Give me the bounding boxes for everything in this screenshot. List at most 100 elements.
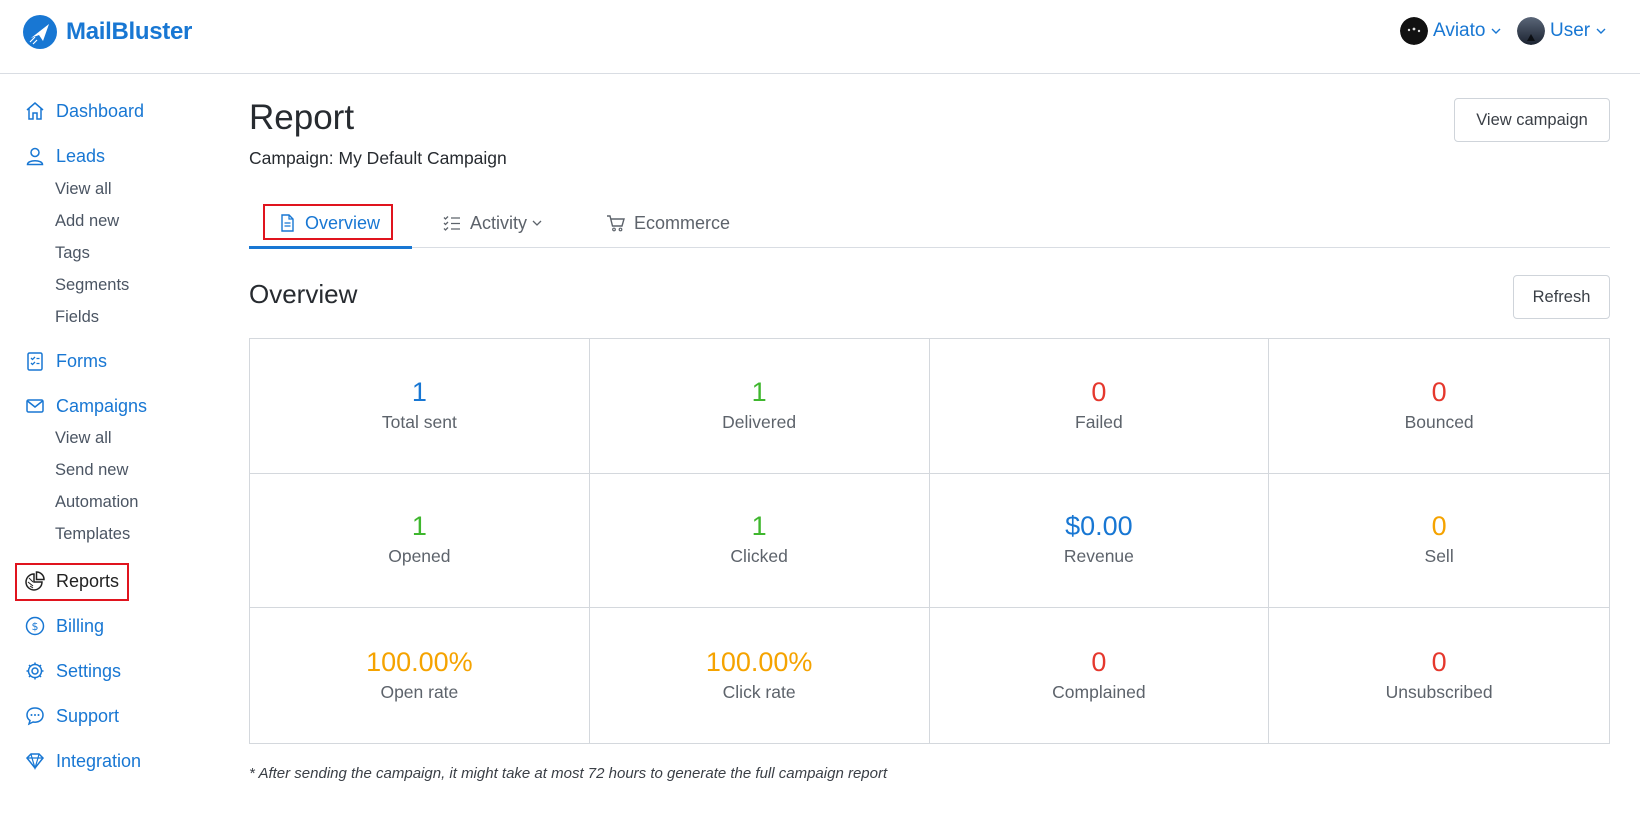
workspace-label: Aviato: [1433, 20, 1486, 41]
user-label: User: [1550, 20, 1591, 41]
stat-card: 0 Bounced: [1269, 339, 1609, 474]
section-title: Overview: [249, 279, 358, 309]
stat-value: 0: [1431, 511, 1447, 542]
sidebar-subitem-campaigns-send-new[interactable]: Send new: [55, 461, 129, 479]
stat-label: Unsubscribed: [1385, 681, 1493, 702]
top-bar: MailBluster Aviato User: [0, 0, 1640, 74]
cart-icon: [607, 215, 625, 232]
stat-label: Total sent: [381, 411, 457, 432]
logo-icon: [23, 15, 57, 49]
view-campaign-button[interactable]: View campaign: [1454, 98, 1610, 142]
chevron-down-icon: [532, 220, 542, 226]
sidebar: Dashboard Leads View all Add new Tags Se…: [0, 74, 240, 815]
sidebar-subitem-leads-tags[interactable]: Tags: [55, 244, 90, 262]
stat-value: 0: [1431, 646, 1447, 677]
refresh-button[interactable]: Refresh: [1513, 275, 1610, 319]
stat-label: Bounced: [1404, 411, 1474, 432]
tab-label: Ecommerce: [634, 212, 731, 233]
workspace-avatar-icon: [1400, 17, 1428, 45]
chevron-down-icon: [1491, 28, 1501, 34]
sidebar-subitem-leads-view-all[interactable]: View all: [55, 180, 112, 198]
stat-card: $0.00 Revenue: [929, 473, 1270, 609]
document-icon: [281, 214, 294, 232]
stat-label: Failed: [1075, 411, 1123, 432]
sidebar-item-integration[interactable]: Integration: [24, 750, 141, 772]
sidebar-item-label: Dashboard: [56, 100, 145, 121]
sidebar-item-label: Billing: [56, 615, 105, 636]
chat-icon: [26, 707, 44, 726]
stat-card: 0 Unsubscribed: [1269, 608, 1609, 743]
stat-label: Open rate: [380, 681, 459, 702]
stat-card: 1 Delivered: [589, 339, 930, 474]
checklist-icon: [443, 216, 460, 231]
sidebar-subitem-campaigns-automation[interactable]: Automation: [55, 493, 139, 511]
report-tabs: Overview Activity Ecommerce: [249, 198, 1610, 249]
stats-grid: 1 Total sent 1 Delivered 0 Failed 0 Bounced 1 Ope…: [249, 338, 1610, 744]
sidebar-item-label: Reports: [56, 570, 120, 591]
sidebar-subitem-leads-fields[interactable]: Fields: [55, 308, 100, 326]
stat-card: 100.00% Open rate: [250, 608, 590, 743]
stat-label: Clicked: [730, 546, 788, 567]
pie-chart-icon: [25, 571, 45, 591]
tab-ecommerce[interactable]: Ecommerce: [606, 198, 730, 248]
stat-value: 100.00%: [705, 646, 813, 677]
workspace-menu[interactable]: Aviato: [1400, 17, 1502, 45]
stat-value: 1: [411, 376, 427, 407]
sidebar-item-billing[interactable]: $ Billing: [24, 615, 104, 637]
sidebar-subitem-leads-add-new[interactable]: Add new: [55, 212, 120, 230]
overview-highlight-box: [263, 204, 393, 240]
stat-label: Opened: [388, 546, 451, 567]
user-menu[interactable]: User: [1517, 17, 1607, 45]
diamond-icon: [25, 753, 45, 771]
sidebar-item-settings[interactable]: Settings: [24, 660, 121, 682]
sidebar-subitem-leads-segments[interactable]: Segments: [55, 276, 130, 294]
stat-card: 1 Clicked: [589, 473, 930, 609]
stat-card: 0 Complained: [930, 608, 1270, 743]
campaign-name: Campaign: My Default Campaign: [249, 148, 507, 168]
app-logo[interactable]: MailBluster: [22, 14, 192, 50]
active-tab-indicator: [249, 246, 412, 249]
chevron-down-icon: [1596, 28, 1606, 34]
stat-card: 0 Sell: [1269, 474, 1609, 609]
tab-activity[interactable]: Activity: [442, 198, 543, 248]
report-footnote: * After sending the campaign, it might t…: [249, 765, 888, 782]
stat-value: 100.00%: [366, 646, 473, 677]
user-icon: [26, 147, 44, 166]
sidebar-subitem-campaigns-view-all[interactable]: View all: [55, 429, 112, 447]
app-name: MailBluster: [66, 18, 193, 45]
sidebar-item-label: Support: [56, 705, 120, 726]
stat-value: 0: [1091, 646, 1107, 677]
tab-overview[interactable]: Overview: [277, 198, 380, 248]
sidebar-item-label: Forms: [56, 350, 107, 371]
sidebar-item-label: Integration: [56, 750, 142, 771]
stat-label: Complained: [1052, 681, 1146, 702]
tab-label: Overview: [305, 212, 381, 233]
stat-label: Sell: [1424, 546, 1454, 567]
sidebar-subitem-campaigns-templates[interactable]: Templates: [55, 525, 131, 543]
sidebar-item-label: Settings: [56, 660, 122, 681]
sidebar-item-label: Campaigns: [56, 395, 148, 416]
sidebar-item-leads[interactable]: Leads: [24, 145, 105, 167]
stat-card: 0 Failed: [929, 339, 1270, 474]
sidebar-item-forms[interactable]: Forms: [24, 350, 107, 372]
dollar-icon: $: [25, 616, 45, 636]
stat-value: 1: [411, 511, 427, 542]
gear-icon: [26, 662, 44, 680]
stat-card: 1 Total sent: [250, 339, 590, 474]
stat-card: 100.00% Click rate: [590, 608, 930, 743]
sidebar-item-label: Leads: [56, 145, 106, 166]
stat-label: Delivered: [722, 411, 797, 432]
stat-label: Click rate: [722, 681, 796, 702]
tab-label: Activity: [470, 212, 528, 233]
sidebar-item-support[interactable]: Support: [24, 705, 119, 727]
stat-value: $0.00: [1065, 511, 1133, 542]
sidebar-item-dashboard[interactable]: Dashboard: [24, 100, 144, 122]
sidebar-item-campaigns[interactable]: Campaigns: [24, 395, 147, 417]
stat-label: Revenue: [1063, 546, 1134, 567]
home-icon: [26, 102, 44, 120]
stat-value: 1: [751, 511, 767, 542]
stat-card: 1 Opened: [250, 473, 590, 609]
reports-highlight-box: [15, 563, 129, 601]
svg-text:$: $: [32, 620, 39, 633]
sidebar-item-reports[interactable]: Reports: [24, 570, 119, 592]
